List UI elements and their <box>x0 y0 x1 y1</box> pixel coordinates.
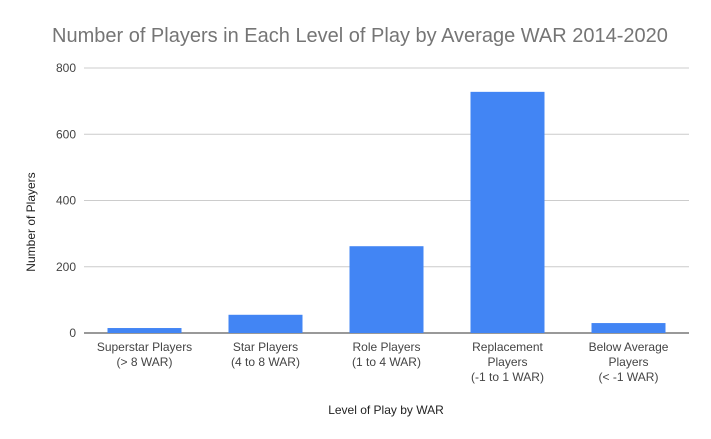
bar <box>592 323 666 333</box>
bar <box>350 246 424 333</box>
x-tick-label-line: Replacement <box>472 340 543 354</box>
y-tick-label: 0 <box>69 326 76 340</box>
x-tick-label-line: (4 to 8 WAR) <box>231 355 300 369</box>
x-tick-label-line: Role Players <box>352 340 420 354</box>
y-tick-label: 600 <box>56 127 76 141</box>
x-tick-label: Replacement Players (-1 to 1 WAR) <box>471 340 544 384</box>
bar <box>471 92 545 333</box>
x-tick-label-line: Superstar Players <box>97 340 192 354</box>
x-tick-label-line: (-1 to 1 WAR) <box>471 370 544 384</box>
x-tick-label: Role Players (1 to 4 WAR) <box>352 340 421 369</box>
x-tick-label-line: (> 8 WAR) <box>117 355 173 369</box>
bar <box>108 328 182 333</box>
y-tick-label: 400 <box>56 194 76 208</box>
bar <box>229 315 303 333</box>
x-axis-categories: Superstar Players (> 8 WAR) Star Players (4… <box>97 340 669 384</box>
x-tick-label-line: Below Average <box>589 340 669 354</box>
x-tick-label: Superstar Players (> 8 WAR) <box>97 340 192 369</box>
y-axis-ticks: 0 200 400 600 800 <box>56 61 76 340</box>
bars <box>108 92 666 333</box>
x-tick-label-line: (< -1 WAR) <box>599 370 659 384</box>
x-axis-title: Level of Play by WAR <box>328 403 444 417</box>
x-tick-label-line: Players <box>608 355 648 369</box>
y-tick-label: 200 <box>56 260 76 274</box>
x-tick-label-line: Players <box>487 355 527 369</box>
x-tick-label: Star Players (4 to 8 WAR) <box>231 340 300 369</box>
y-tick-label: 800 <box>56 61 76 75</box>
chart-title: Number of Players in Each Level of Play … <box>52 25 668 47</box>
x-tick-label-line: Star Players <box>233 340 298 354</box>
y-axis-title: Number of Players <box>24 172 38 271</box>
x-tick-label: Below Average Players (< -1 WAR) <box>589 340 669 384</box>
x-tick-label-line: (1 to 4 WAR) <box>352 355 421 369</box>
